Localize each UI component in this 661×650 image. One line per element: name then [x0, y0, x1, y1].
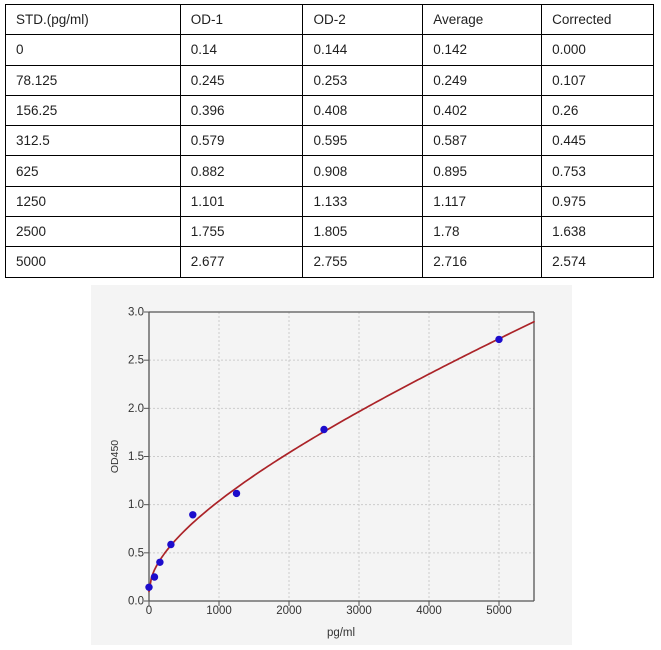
svg-text:1.5: 1.5	[128, 451, 144, 463]
svg-text:2000: 2000	[276, 605, 302, 617]
svg-text:0.0: 0.0	[128, 596, 144, 608]
svg-text:pg/ml: pg/ml	[327, 627, 355, 639]
svg-text:3000: 3000	[346, 605, 372, 617]
svg-text:OD450: OD450	[109, 440, 121, 473]
svg-text:2.5: 2.5	[128, 355, 144, 367]
svg-text:1.0: 1.0	[128, 499, 144, 511]
svg-text:3.0: 3.0	[128, 307, 144, 319]
svg-text:0: 0	[146, 605, 152, 617]
svg-text:5000: 5000	[486, 605, 512, 617]
svg-text:0.5: 0.5	[128, 547, 144, 559]
svg-text:4000: 4000	[416, 605, 442, 617]
svg-text:1000: 1000	[206, 605, 232, 617]
svg-text:2.0: 2.0	[128, 403, 144, 415]
